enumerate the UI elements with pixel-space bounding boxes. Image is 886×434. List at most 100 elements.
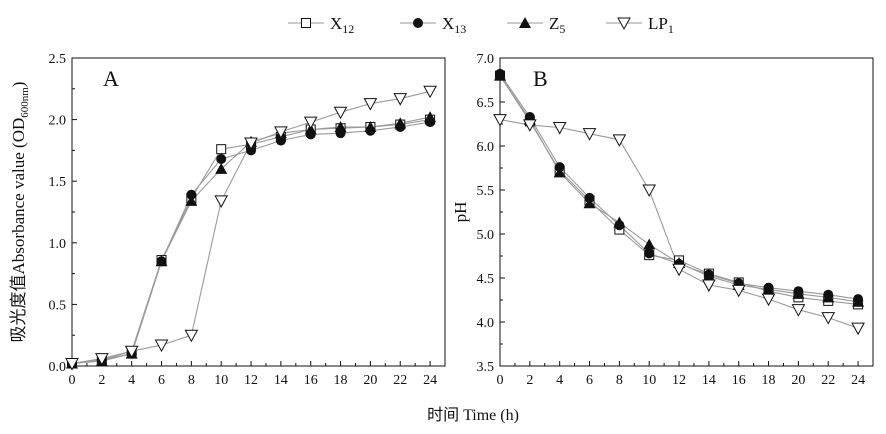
panel-b-x-tick-label: 12: [672, 373, 686, 388]
panel-b-data-point-z5: [583, 197, 596, 209]
panel-a-x-tick-label: 8: [188, 373, 195, 388]
panel-a-y-axis-title-close: ): [9, 82, 28, 88]
panel-b-x-tick-label: 0: [497, 373, 504, 388]
panel-a-y-tick-label: 2.0: [49, 114, 67, 129]
panel-b-y-tick-label: 4.5: [477, 272, 495, 287]
panel-a-axes: 0 2 4 6 8 10 12 14 16 18 20 22 240.00.51.01.52.02.5: [49, 52, 438, 388]
panel-a-data-point-lp1: [184, 329, 199, 343]
panel-b-x-tick-label: 16: [732, 373, 746, 388]
panel-b-data-point-lp1: [672, 263, 686, 277]
legend-item-z5: Z5: [507, 14, 565, 36]
panel-a-data-point-lp1: [303, 116, 318, 130]
panel-b-data-point-z5: [762, 283, 775, 295]
panel-b-x-tick-label: 18: [762, 373, 776, 388]
panel-b-y-axis-title: pH: [451, 202, 470, 223]
panel-b-data-point-z5: [792, 287, 805, 299]
panel-b-y-tick-label: 7.0: [477, 52, 495, 67]
panel-b: B pH 0 2 4 6 8 10 12 14 16 18 20 22 243.54.04.55.05.…: [451, 52, 874, 388]
panel-a-x-tick-label: 4: [128, 373, 135, 388]
panel-a-y-tick-label: 2.5: [49, 52, 67, 67]
panel-a-data-point-lp1: [214, 195, 229, 208]
panel-a-data-point-x13: [186, 189, 197, 200]
panel-a-data-point-lp1: [393, 93, 408, 106]
panel-a-data-point-z5: [155, 255, 168, 267]
panel-b-data-point-z5: [643, 238, 656, 250]
panel-b-x-tick-label: 14: [702, 373, 716, 388]
panel-b-y-tick-label: 6.0: [477, 140, 495, 155]
panel-b-y-axis-title-main: pH: [451, 202, 470, 223]
panel-a-x-tick-label: 10: [214, 373, 228, 388]
panel-a-data-point-z5: [424, 111, 437, 123]
legend-label: LP1: [648, 14, 674, 36]
panel-a-data-point-z5: [394, 117, 407, 129]
panel-a-data-point-lp1: [363, 98, 378, 111]
panel-a-data-point-x13: [246, 145, 257, 156]
panel-a-x-tick-label: 18: [334, 373, 348, 388]
panel-a-frame: [71, 57, 446, 367]
panel-a-y-axis-title-main: 吸光度值Absorbance value (OD: [9, 118, 28, 343]
panel-b-x-tick-label: 10: [642, 373, 656, 388]
panel-a-y-tick-label: 1.5: [49, 175, 67, 190]
panel-a-y-tick-label: 1.0: [49, 237, 67, 252]
panel-b-x-tick-label: 4: [556, 373, 563, 388]
panel-a-data-point-x12: [216, 144, 227, 155]
legend-item-x13: X13: [400, 14, 466, 36]
legend-label: Z5: [549, 14, 565, 36]
panel-a-y-tick-label: 0.0: [49, 360, 67, 375]
panel-a: A 吸光度值Absorbance value (OD600nm) 0 2 4 6 8 10…: [9, 52, 446, 388]
panel-b-data-point-lp1: [582, 128, 597, 141]
panel-a-series: [65, 85, 437, 371]
panel-b-data-point-lp1: [612, 134, 627, 147]
legend-marker-square-open: [301, 18, 311, 28]
panel-a-x-tick-label: 12: [244, 373, 258, 388]
panel-b-data-point-lp1: [851, 322, 865, 336]
panel-a-series-line-x12: [71, 119, 431, 365]
panel-b-y-tick-label: 3.5: [477, 360, 495, 375]
panel-b-axes: 0 2 4 6 8 10 12 14 16 18 20 22 243.54.04.55.05.56.06…: [477, 52, 866, 388]
panel-b-label: B: [533, 66, 548, 91]
panel-a-data-point-z5: [334, 120, 347, 132]
panel-b-x-tick-label: 8: [616, 373, 623, 388]
panel-b-data-point-lp1: [522, 119, 537, 132]
panel-a-x-tick-label: 22: [393, 373, 407, 388]
panel-b-x-tick-label: 24: [851, 373, 865, 388]
panel-b-y-tick-label: 4.0: [477, 316, 495, 331]
legend-marker-triangle-up-filled: [519, 17, 531, 28]
legend-item-x12: X12: [288, 14, 354, 36]
panel-b-data-point-x13: [644, 248, 655, 259]
panel-b-y-tick-label: 5.0: [477, 228, 495, 243]
panel-a-y-axis-title: 吸光度值Absorbance value (OD600nm): [9, 82, 31, 343]
panel-a-data-point-z5: [215, 162, 228, 174]
panel-a-series-line-x13: [71, 121, 431, 365]
panel-b-x-tick-label: 2: [526, 373, 533, 388]
panel-a-x-tick-label: 14: [274, 373, 288, 388]
panel-b-frame: [499, 57, 874, 367]
panel-a-data-point-lp1: [65, 358, 79, 371]
panel-a-x-tick-label: 20: [363, 373, 377, 388]
panel-a-data-point-lp1: [423, 85, 437, 99]
legend-item-lp1: LP1: [606, 14, 674, 36]
panel-a-label: A: [103, 66, 119, 91]
panel-b-series: [493, 68, 865, 336]
panel-a-x-tick-label: 0: [69, 373, 76, 388]
panel-b-data-point-lp1: [642, 184, 657, 198]
legend-label: X12: [330, 14, 354, 36]
panel-b-data-point-z5: [553, 166, 566, 178]
panel-a-data-point-x13: [216, 154, 227, 165]
panel-a-x-tick-label: 24: [423, 373, 437, 388]
panel-a-x-tick-label: 2: [98, 373, 105, 388]
panel-a-data-point-lp1: [244, 137, 258, 151]
panel-b-x-tick-label: 6: [586, 373, 593, 388]
panel-a-data-point-lp1: [274, 126, 288, 139]
panel-b-data-point-lp1: [552, 122, 567, 135]
panel-a-y-tick-label: 0.5: [49, 298, 67, 313]
panel-b-data-point-z5: [494, 69, 506, 81]
panel-a-data-point-z5: [364, 120, 377, 132]
legend-marker-triangle-down-open: [617, 17, 631, 31]
panel-b-data-point-lp1: [493, 114, 507, 127]
panel-a-data-point-lp1: [94, 353, 109, 366]
panel-b-data-point-lp1: [791, 304, 806, 317]
panel-a-x-tick-label: 16: [304, 373, 318, 388]
panel-b-data-point-z5: [613, 216, 626, 228]
